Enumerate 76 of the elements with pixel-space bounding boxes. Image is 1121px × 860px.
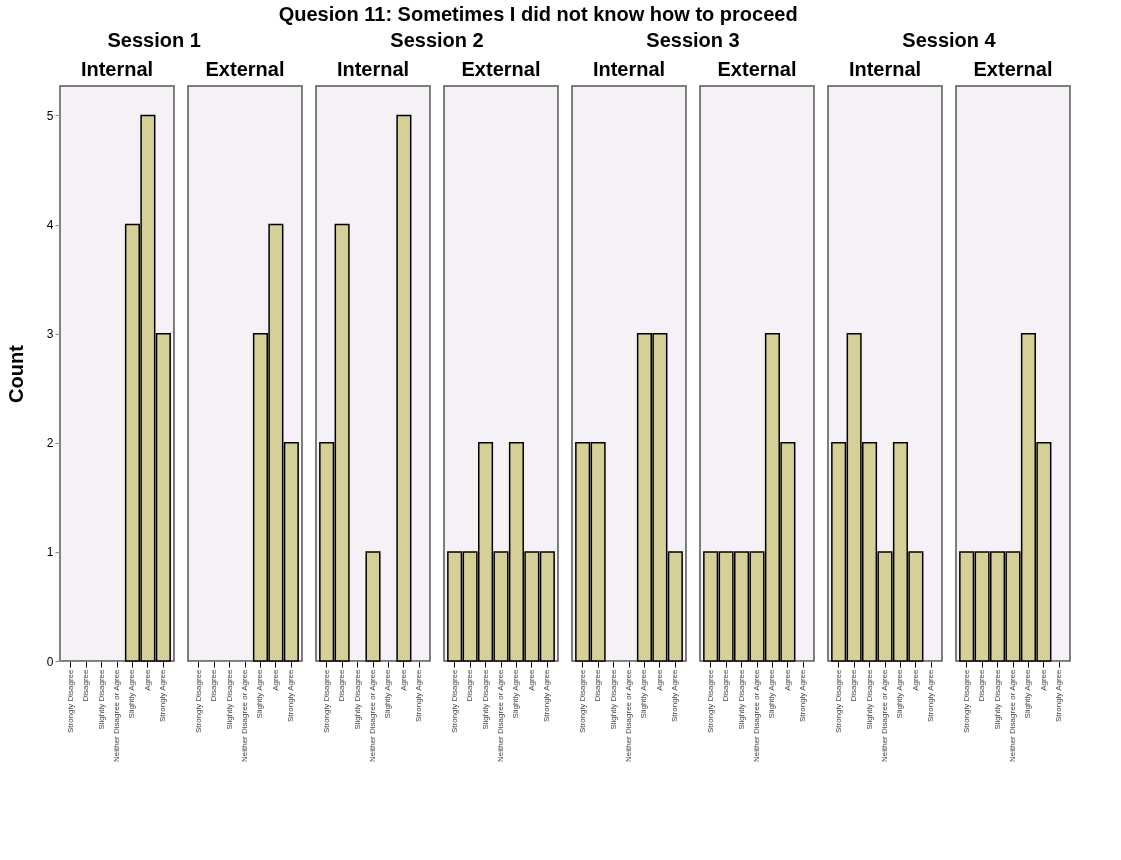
x-tick-label: Slightly Disagree [352, 668, 362, 730]
x-tick-label: Disagree [209, 668, 219, 702]
chart-title: Session 3 [646, 29, 740, 52]
chart-subtitle: Internal [848, 58, 922, 80]
y-tick-label: 3 [46, 327, 54, 342]
x-tick-label: Slightly Agree [511, 668, 521, 719]
y-tick-label: 1 [46, 545, 54, 560]
x-tick-label: Neither Disagree or Agree [496, 668, 505, 762]
x-tick-label: Strongly Disagree [833, 668, 843, 734]
x-tick-label: Neither Disagree or Agree [240, 668, 249, 762]
x-tick-label: Disagree [593, 668, 603, 702]
x-tick-label: Slightly Agree [127, 668, 137, 719]
chart-title: Session 1 [107, 29, 201, 52]
x-tick-label: Disagree [465, 668, 475, 702]
x-tick-label: Neither Disagree or Agree [624, 668, 633, 762]
x-tick-label: Neither Disagree or Agree [112, 668, 121, 762]
x-tick-label: Slightly Disagree [224, 668, 234, 730]
x-tick-label: Agree [142, 668, 152, 691]
x-tick-label: Slightly Agree [1023, 668, 1033, 719]
x-tick-label: Agree [910, 668, 920, 691]
x-tick-label: Strongly Disagree [65, 668, 75, 734]
chart-title: Session 4 [902, 29, 997, 52]
x-tick-label: Strongly Disagree [705, 668, 715, 734]
x-tick-label: Slightly Agree [767, 668, 777, 719]
x-tick-label: Slightly Disagree [608, 668, 618, 730]
x-tick-label: Disagree [977, 668, 987, 702]
chart-title: Session 2 [390, 29, 484, 52]
x-tick-label: Slightly Disagree [480, 668, 490, 730]
chart-subtitle: External [717, 58, 797, 80]
x-tick-label: Strongly Agree [542, 668, 552, 722]
x-tick-label: Slightly Disagree [864, 668, 874, 730]
x-tick-label: Agree [782, 668, 792, 691]
x-tick-label: Strongly Agree [286, 668, 296, 722]
x-tick-label: Agree [398, 668, 408, 691]
x-tick-label: Agree [526, 668, 536, 691]
x-tick-label: Strongly Disagree [577, 668, 587, 734]
x-tick-label: Disagree [81, 668, 91, 702]
x-tick-label: Strongly Agree [158, 668, 168, 722]
chart-subtitle: External [973, 58, 1053, 80]
x-tick-label: Slightly Agree [639, 668, 649, 719]
x-tick-label: Strongly Agree [926, 668, 936, 722]
y-tick-label: 2 [46, 436, 54, 451]
x-tick-label: Strongly Disagree [193, 668, 203, 734]
x-tick-label: Disagree [337, 668, 347, 702]
y-tick-label: 0 [46, 654, 54, 669]
x-tick-label: Slightly Agree [383, 668, 393, 719]
text: Quesion 11: Sometimes I did not know how to proceed [278, 3, 798, 26]
x-tick-label: Neither Disagree or Agree [880, 668, 889, 762]
x-tick-label: Slightly Disagree [992, 668, 1002, 730]
x-tick-label: Agree [270, 668, 280, 691]
x-tick-label: Slightly Disagree [96, 668, 106, 730]
x-tick-label: Strongly Disagree [961, 668, 971, 734]
x-tick-label: Strongly Agree [798, 668, 808, 722]
x-tick-label: Strongly Disagree [321, 668, 331, 734]
x-tick-label: Disagree [849, 668, 859, 702]
x-tick-label: Neither Disagree or Agree [752, 668, 761, 762]
x-tick-label: Strongly Disagree [449, 668, 459, 734]
x-tick-label: Neither Disagree or Agree [368, 668, 377, 762]
chart-subtitle: External [205, 58, 285, 80]
chart-subtitle: Internal [592, 58, 666, 80]
x-tick-label: Strongly Agree [1054, 668, 1064, 722]
x-tick-label: Strongly Agree [670, 668, 680, 722]
x-tick-label: Slightly Disagree [736, 668, 746, 730]
x-tick-label: Agree [1038, 668, 1048, 691]
x-tick-label: Slightly Agree [895, 668, 905, 719]
x-tick-label: Disagree [721, 668, 731, 702]
chart-subtitle: Internal [80, 58, 154, 80]
y-axis-title: Count [4, 344, 27, 403]
x-tick-label: Strongly Agree [414, 668, 424, 722]
x-tick-label: Neither Disagree or Agree [1008, 668, 1017, 762]
y-tick-label: 5 [46, 108, 54, 123]
chart-subtitle: External [461, 58, 541, 80]
x-tick-label: Slightly Agree [255, 668, 265, 719]
y-tick-label: 4 [46, 218, 54, 233]
chart-subtitle: Internal [336, 58, 410, 80]
x-tick-label: Agree [654, 668, 664, 691]
